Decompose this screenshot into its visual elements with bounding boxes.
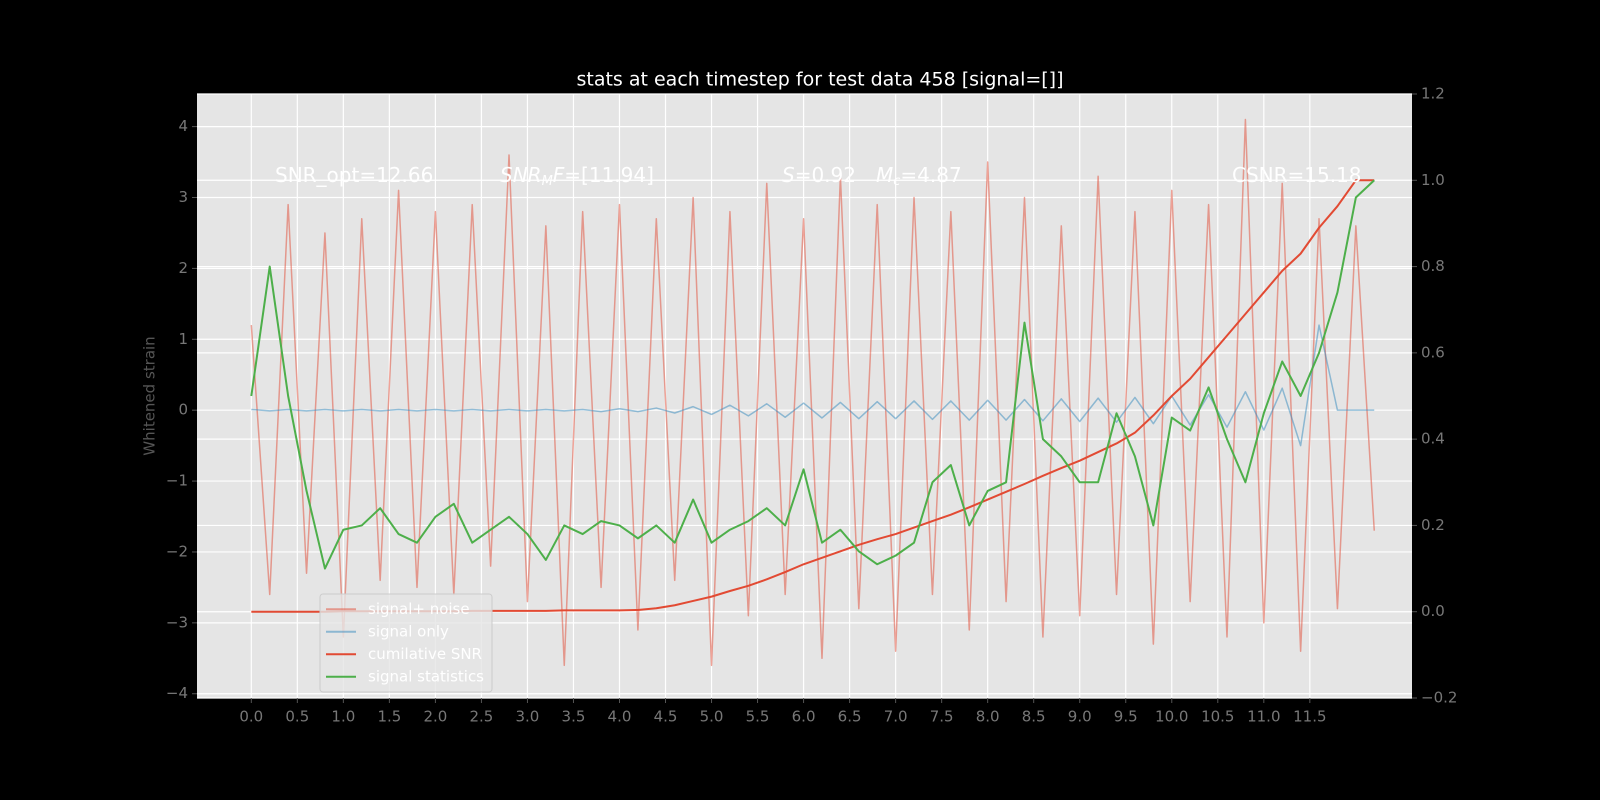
- annotation-part: =4.87: [900, 163, 961, 187]
- x-tick-label: 0.5: [285, 708, 309, 726]
- x-tick-label: 11.5: [1293, 708, 1326, 726]
- ticks: 0.0 0.5 1.0 1.5 2.0 2.5 3.0 3.5 4.0 4.5 5.0 5.5 6.0 6…: [166, 85, 1458, 726]
- y2-tick-label: 0.6: [1421, 343, 1445, 361]
- y-tick-label: −2: [166, 542, 188, 560]
- annotation-part: =[11.94]: [564, 163, 654, 187]
- annotation-part: SNR: [500, 163, 542, 187]
- annotation: S=0.92: [782, 163, 856, 187]
- y-tick-label: 4: [178, 117, 188, 135]
- y-tick-label: −3: [166, 613, 188, 631]
- legend-label: signal+ noise: [368, 600, 470, 618]
- x-tick-label: 9.0: [1068, 708, 1092, 726]
- y-tick-label: −1: [166, 472, 188, 490]
- y-axis-label: Whitened strain: [141, 336, 159, 455]
- y-tick-label: 2: [178, 259, 188, 277]
- x-tick-label: 1.5: [377, 708, 401, 726]
- x-tick-label: 4.0: [608, 708, 632, 726]
- x-tick-label: 5.5: [746, 708, 770, 726]
- annotation-part: F: [553, 163, 565, 187]
- y-tick-label: 1: [178, 330, 188, 348]
- x-tick-label: 6.0: [792, 708, 816, 726]
- y-tick-label: 0: [178, 401, 188, 419]
- x-tick-label: 8.5: [1022, 708, 1046, 726]
- x-tick-label: 1.0: [331, 708, 355, 726]
- annotation-part: CSNR=15.18: [1232, 163, 1362, 187]
- x-tick-label: 10.5: [1201, 708, 1234, 726]
- x-tick-label: 8.0: [976, 708, 1000, 726]
- legend-box: [319, 593, 493, 693]
- x-tick-label: 5.0: [700, 708, 724, 726]
- legend-label: cumilative SNR: [368, 645, 482, 663]
- x-tick-label: 3.5: [562, 708, 586, 726]
- x-tick-label: 6.5: [838, 708, 862, 726]
- annotation-part: SNR_opt=12.66: [275, 163, 433, 187]
- x-tick-label: 4.5: [654, 708, 678, 726]
- y2-tick-label: 1.2: [1421, 85, 1445, 103]
- y2-tick-label: 0.2: [1421, 516, 1445, 534]
- y2-tick-label: 0.8: [1421, 257, 1445, 275]
- x-tick-label: 9.5: [1114, 708, 1138, 726]
- annotation: SNR_opt=12.66: [275, 163, 433, 187]
- annotation-part: M: [876, 163, 893, 187]
- x-tick-label: 11.0: [1247, 708, 1280, 726]
- series-line: [251, 324, 1375, 447]
- legend-label: signal only: [368, 622, 449, 640]
- y-tick-label: −4: [166, 684, 188, 702]
- x-tick-label: 0.0: [239, 708, 263, 726]
- annotation-part: S: [782, 163, 795, 187]
- x-tick-label: 3.0: [516, 708, 540, 726]
- series-line: [250, 179, 1375, 570]
- legend: signal+ noise signal only cumilative SNR si…: [319, 593, 493, 693]
- x-tick-label: 10.0: [1155, 708, 1188, 726]
- annotation: CSNR=15.18: [1232, 163, 1362, 187]
- annotation: SNRMF=[11.94]: [500, 163, 654, 189]
- annotation-part: c: [893, 174, 900, 189]
- x-tick-label: 2.5: [469, 708, 493, 726]
- y2-tick-label: 0.0: [1421, 602, 1445, 620]
- chart-title: stats at each timestep for test data 458…: [576, 69, 1063, 91]
- annotation: Mc=4.87: [876, 163, 962, 189]
- y2-tick-label: 0.4: [1421, 430, 1445, 448]
- series-line: [250, 118, 1376, 667]
- y-tick-label: 3: [178, 188, 188, 206]
- legend-label: signal statistics: [368, 667, 484, 685]
- y2-tick-label: 1.0: [1421, 171, 1445, 189]
- x-tick-label: 7.5: [930, 708, 954, 726]
- y2-tick-label: −0.2: [1421, 689, 1457, 707]
- x-tick-label: 7.0: [884, 708, 908, 726]
- annotation-part: M: [542, 174, 553, 189]
- x-tick-label: 2.0: [423, 708, 447, 726]
- annotation-part: =0.92: [795, 163, 856, 187]
